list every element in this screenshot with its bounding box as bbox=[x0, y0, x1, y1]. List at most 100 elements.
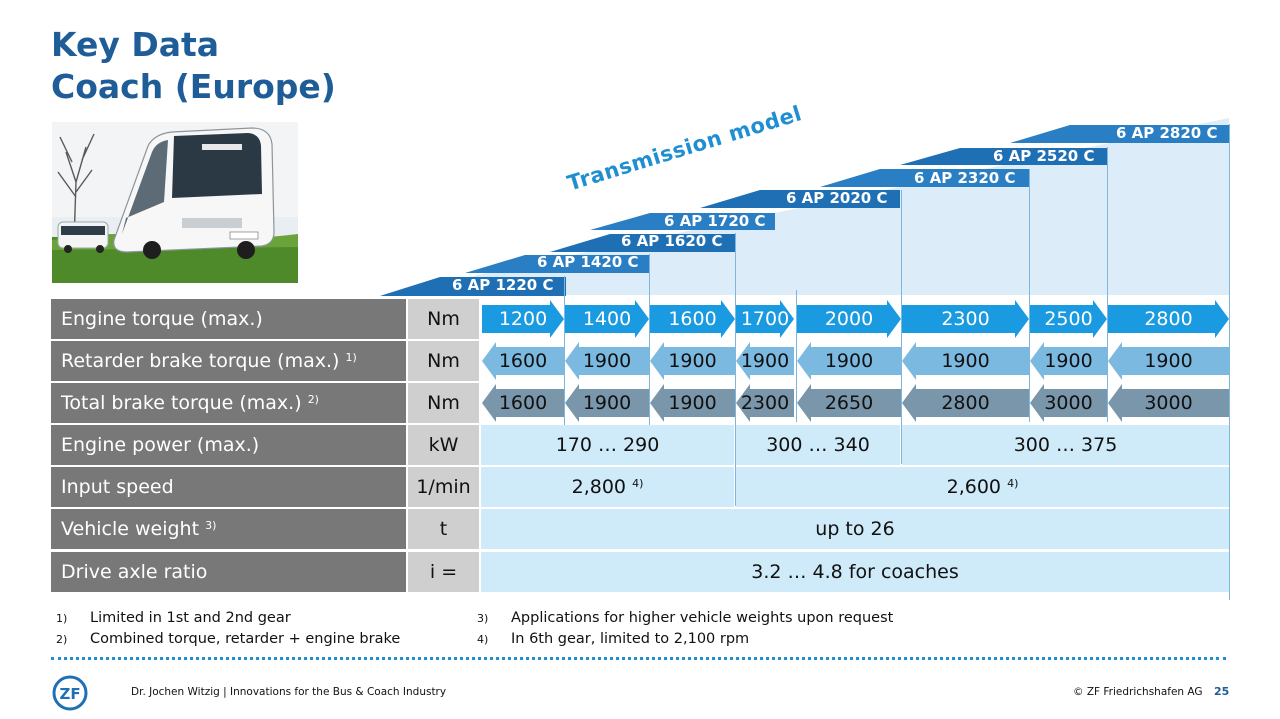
retarder-value: 1900 bbox=[740, 350, 790, 372]
engine-torque-value: 1200 bbox=[498, 308, 548, 330]
footnote-ref-3: 3) bbox=[205, 519, 217, 532]
retarder-arrow: 1900 bbox=[902, 342, 1029, 380]
footnote-text: Limited in 1st and 2nd gear bbox=[90, 610, 291, 626]
retarder-arrow: 1900 bbox=[1108, 342, 1229, 380]
total-brake-value: 3000 bbox=[1044, 392, 1093, 414]
engine-torque-arrow: 1600 bbox=[650, 300, 735, 338]
footnote-ref-4: 4) bbox=[1007, 477, 1019, 490]
footnote-1: 1) Limited in 1st and 2nd gear bbox=[56, 610, 291, 626]
total-brake-arrow: 1600 bbox=[482, 384, 564, 422]
retarder-value: 1900 bbox=[941, 350, 990, 372]
total-brake-value: 1600 bbox=[498, 392, 548, 414]
model-label-2320: 6 AP 2320 C bbox=[914, 169, 1016, 187]
footnote-text: Applications for higher vehicle weights … bbox=[511, 610, 894, 626]
logo-text: ZF bbox=[59, 685, 80, 703]
model-band bbox=[900, 148, 1107, 165]
input-speed-value: 2,600 bbox=[946, 476, 1002, 498]
model-label-1220: 6 AP 1220 C bbox=[452, 276, 554, 294]
row-unit-vehicle-weight: t bbox=[408, 509, 479, 549]
total-brake-value: 2300 bbox=[740, 392, 790, 414]
model-band bbox=[820, 169, 1029, 187]
footnote-text: Combined torque, retarder + engine brake bbox=[90, 631, 401, 647]
page-number: 25 bbox=[1214, 685, 1230, 698]
model-label-1620: 6 AP 1620 C bbox=[621, 232, 723, 250]
engine-power-cell: 300 … 375 bbox=[902, 425, 1229, 465]
footnote-ref-4: 4) bbox=[632, 477, 644, 490]
engine-torque-arrow: 2000 bbox=[797, 300, 901, 338]
coach-photo bbox=[52, 122, 298, 283]
model-label-1420: 6 AP 1420 C bbox=[537, 253, 639, 271]
retarder-value: 1900 bbox=[582, 350, 632, 372]
total-brake-arrow: 1900 bbox=[565, 384, 649, 422]
input-speed-value: 2,800 bbox=[571, 476, 627, 498]
model-band bbox=[380, 277, 566, 296]
column-divider bbox=[1107, 147, 1108, 422]
title-line-2: Coach (Europe) bbox=[51, 67, 336, 106]
engine-torque-arrow: 2800 bbox=[1108, 300, 1229, 338]
row-label-vehicle-weight: Vehicle weight 3) bbox=[51, 509, 406, 549]
input-speed-cell: 2,600 4) bbox=[736, 467, 1229, 507]
total-brake-arrow: 2650 bbox=[797, 384, 901, 422]
row-unit-retarder: Nm bbox=[408, 341, 479, 381]
engine-torque-arrow: 1700 bbox=[736, 300, 794, 338]
column-divider bbox=[649, 254, 650, 464]
row-unit-engine-torque: Nm bbox=[408, 299, 479, 339]
footer-copyright: © ZF Friedrichshafen AG bbox=[1073, 686, 1203, 698]
footnote-number: 1) bbox=[56, 612, 68, 625]
drive-axle-cell: 3.2 … 4.8 for coaches bbox=[481, 552, 1229, 592]
model-label-2820: 6 AP 2820 C bbox=[1116, 124, 1218, 142]
model-band bbox=[590, 213, 775, 230]
total-brake-arrow: 1900 bbox=[650, 384, 735, 422]
total-brake-value: 1900 bbox=[668, 392, 717, 414]
row-label-engine-power: Engine power (max.) bbox=[51, 425, 406, 465]
row-label-retarder-text: Retarder brake torque (max.) bbox=[61, 350, 340, 372]
retarder-value: 1900 bbox=[1044, 350, 1093, 372]
engine-torque-arrow: 1400 bbox=[565, 300, 649, 338]
footnote-3: 3) Applications for higher vehicle weight… bbox=[477, 610, 893, 626]
model-band bbox=[465, 255, 650, 273]
engine-torque-value: 2000 bbox=[824, 308, 874, 330]
engine-torque-value: 2300 bbox=[941, 308, 990, 330]
retarder-arrow: 1900 bbox=[797, 342, 901, 380]
footnote-ref-2: 2) bbox=[307, 393, 319, 406]
row-unit-input-speed: 1/min bbox=[408, 467, 479, 507]
row-unit-total-brake: Nm bbox=[408, 383, 479, 423]
total-brake-value: 1900 bbox=[582, 392, 632, 414]
total-brake-arrow: 2800 bbox=[902, 384, 1029, 422]
total-brake-value: 3000 bbox=[1144, 392, 1193, 414]
row-label-retarder: Retarder brake torque (max.) 1) bbox=[51, 341, 406, 381]
total-brake-value: 2800 bbox=[941, 392, 990, 414]
row-unit-engine-power: kW bbox=[408, 425, 479, 465]
engine-torque-value: 1700 bbox=[740, 308, 790, 330]
row-label-vehicle-weight-text: Vehicle weight bbox=[61, 518, 200, 540]
retarder-value: 1600 bbox=[498, 350, 548, 372]
row-label-input-speed: Input speed bbox=[51, 467, 406, 507]
retarder-value: 1900 bbox=[1144, 350, 1193, 372]
footnote-2: 2) Combined torque, retarder + engine bra… bbox=[56, 631, 400, 647]
row-unit-drive-axle: i = bbox=[408, 552, 479, 592]
retarder-value: 1900 bbox=[824, 350, 874, 372]
footnote-4: 4) In 6th gear, limited to 2,100 rpm bbox=[477, 631, 749, 647]
retarder-arrow: 1600 bbox=[482, 342, 564, 380]
retarder-arrow: 1900 bbox=[1030, 342, 1107, 380]
engine-torque-arrow: 1200 bbox=[482, 300, 564, 338]
footnote-number: 4) bbox=[477, 633, 489, 646]
footnote-text: In 6th gear, limited to 2,100 rpm bbox=[511, 631, 750, 647]
footer-author: Dr. Jochen Witzig | Innovations for the … bbox=[131, 686, 447, 698]
total-brake-arrow: 3000 bbox=[1030, 384, 1107, 422]
retarder-arrow: 1900 bbox=[736, 342, 794, 380]
title-line-1: Key Data bbox=[51, 25, 220, 64]
model-band bbox=[1010, 125, 1229, 143]
row-label-total-brake-text: Total brake torque (max.) bbox=[61, 392, 302, 414]
engine-power-cell: 300 … 340 bbox=[736, 425, 900, 465]
model-label-2020: 6 AP 2020 C bbox=[786, 189, 888, 207]
total-brake-arrow: 3000 bbox=[1108, 384, 1229, 422]
retarder-value: 1900 bbox=[668, 350, 717, 372]
retarder-arrow: 1900 bbox=[565, 342, 649, 380]
footnote-number: 2) bbox=[56, 633, 68, 646]
total-brake-value: 2650 bbox=[824, 392, 874, 414]
engine-torque-arrow: 2300 bbox=[902, 300, 1029, 338]
engine-torque-arrow: 2500 bbox=[1030, 300, 1107, 338]
vehicle-weight-cell: up to 26 bbox=[481, 509, 1229, 549]
footnote-number: 3) bbox=[477, 612, 489, 625]
